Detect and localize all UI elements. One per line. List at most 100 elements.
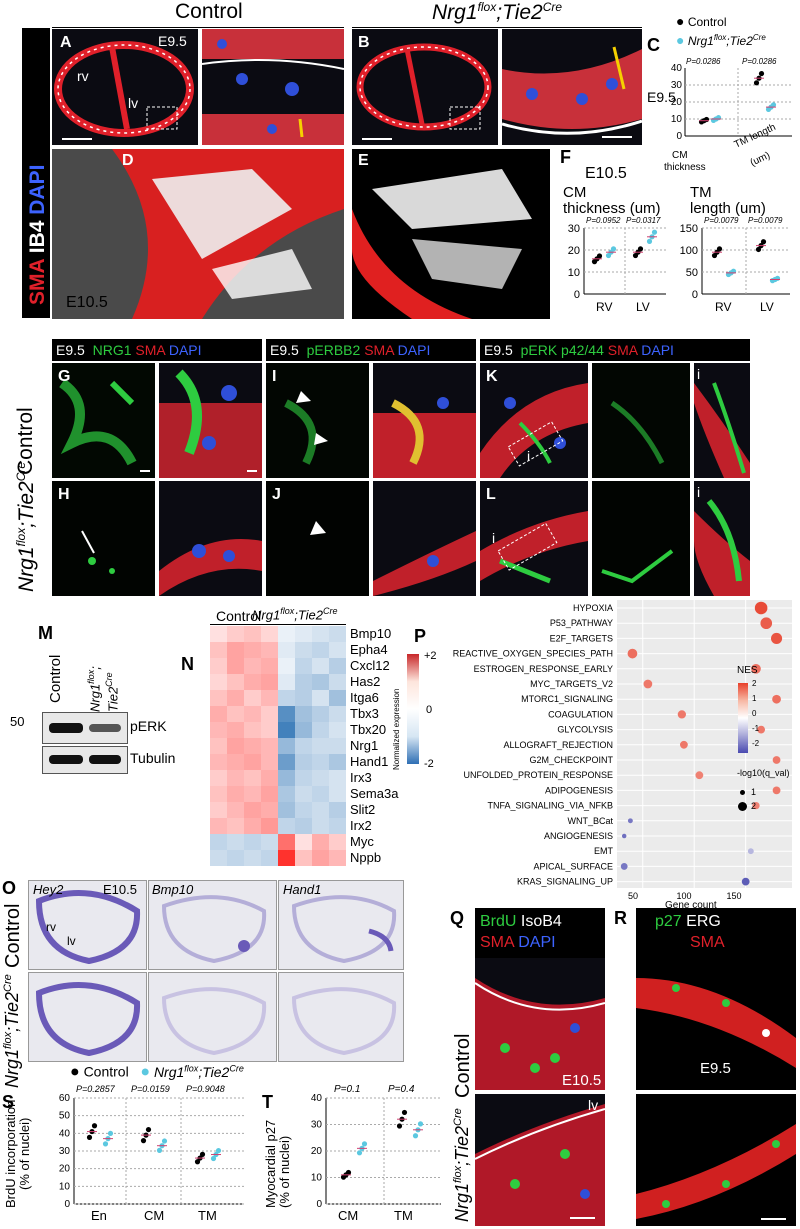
heatmap-cell bbox=[312, 850, 329, 866]
heatmap-cell bbox=[295, 626, 312, 642]
panel-o-lv: lv bbox=[67, 934, 76, 948]
panel-f-cm-p-rv: P=0.0952 bbox=[586, 216, 621, 225]
panel-q-mutant-image bbox=[475, 1094, 605, 1226]
heatmap-cell bbox=[329, 802, 346, 818]
panel-n-heatmap bbox=[210, 626, 346, 866]
panel-t-ytick: 40 bbox=[311, 1093, 323, 1104]
panel-n-colorbar bbox=[407, 654, 419, 764]
pathway-label: ESTROGEN_RESPONSE_EARLY bbox=[474, 664, 613, 674]
panel-t-ytick: 0 bbox=[316, 1199, 322, 1210]
gene-label: Irx3 bbox=[350, 770, 372, 785]
panel-o-bmp10-mutant bbox=[148, 972, 277, 1062]
panel-t-p-tm: P=0.4 bbox=[388, 1084, 415, 1095]
panel-j-merge bbox=[373, 481, 476, 596]
heatmap-cell bbox=[278, 674, 295, 690]
heatmap-cell bbox=[227, 626, 244, 642]
heatmap-cell bbox=[244, 706, 261, 722]
heatmap-cell bbox=[295, 786, 312, 802]
panel-k-inset-letter: i bbox=[697, 366, 701, 382]
heatmap-cell bbox=[329, 818, 346, 834]
gsea-point bbox=[751, 663, 761, 674]
heatmap-cell bbox=[227, 850, 244, 866]
heatmap-cell bbox=[244, 786, 261, 802]
panel-i-merge bbox=[373, 363, 476, 478]
gsea-point bbox=[677, 710, 686, 719]
heatmap-cell bbox=[261, 738, 278, 754]
heatmap-cell bbox=[261, 658, 278, 674]
panel-s-ytick: 50 bbox=[59, 1111, 71, 1122]
panel-h-letter: H bbox=[58, 486, 70, 503]
panel-f-tm-p-lv: P=0.0079 bbox=[748, 216, 783, 225]
heatmap-cell bbox=[244, 834, 261, 850]
panel-k-merge bbox=[480, 363, 588, 478]
panel-g-letter: G bbox=[58, 368, 71, 385]
heatmap-cell bbox=[210, 642, 227, 658]
panel-f-title-cm: CM thickness (um) bbox=[563, 184, 661, 217]
panel-g-green bbox=[52, 363, 155, 478]
panel-a-stage: E9.5 bbox=[158, 33, 187, 49]
panel-s-ylabel: BrdU incorporation (% of nuclei) bbox=[3, 1099, 32, 1208]
heatmap-cell bbox=[227, 658, 244, 674]
panel-p-nes-title: NES bbox=[737, 665, 758, 676]
heatmap-cell bbox=[261, 722, 278, 738]
heatmap-cell bbox=[244, 722, 261, 738]
panel-r-mutant-image bbox=[636, 1094, 796, 1226]
panel-f-tm-p-rv: P=0.0079 bbox=[704, 216, 739, 225]
heatmap-cell bbox=[278, 642, 295, 658]
heatmap-cell bbox=[329, 690, 346, 706]
panel-q-header-line2: SMA DAPI bbox=[480, 934, 556, 951]
data-point bbox=[361, 1141, 368, 1147]
panel-s-ytick: 30 bbox=[59, 1146, 71, 1157]
panel-l-letter: L bbox=[486, 486, 496, 503]
data-point bbox=[161, 1138, 168, 1144]
panel-m-mutant-label: Nrg1flox; Tie2Cre bbox=[86, 666, 121, 712]
heatmap-cell bbox=[278, 626, 295, 642]
panel-n-divider bbox=[210, 624, 346, 625]
heatmap-cell bbox=[278, 786, 295, 802]
panel-t-ytick: 20 bbox=[311, 1146, 323, 1157]
heatmap-cell bbox=[244, 802, 261, 818]
heatmap-cell bbox=[295, 802, 312, 818]
panel-f-stage: E10.5 bbox=[585, 165, 627, 182]
side-label-box bbox=[22, 28, 50, 318]
panel-c-ytick: 30 bbox=[671, 80, 683, 91]
panel-q-letter: Q bbox=[450, 908, 465, 928]
gene-label: Epha4 bbox=[350, 642, 388, 657]
pathway-label: KRAS_SIGNALING_UP bbox=[517, 877, 613, 887]
row-g-header: E9.5 NRG1 SMA DAPI bbox=[56, 342, 202, 358]
panel-t-ytick: 10 bbox=[311, 1173, 323, 1184]
heatmap-cell bbox=[329, 626, 346, 642]
heatmap-cell bbox=[210, 690, 227, 706]
panel-n-control: Control bbox=[216, 608, 262, 624]
gsea-point bbox=[772, 756, 781, 764]
panel-p-nes-tick: 1 bbox=[752, 694, 757, 703]
heatmap-cell bbox=[244, 818, 261, 834]
pathway-label: P53_PATHWAY bbox=[550, 618, 613, 628]
data-point bbox=[194, 1159, 201, 1165]
panel-p-nes-tick: 0 bbox=[752, 709, 757, 718]
heatmap-cell bbox=[312, 786, 329, 802]
panel-p-xtick: 100 bbox=[676, 891, 691, 901]
panel-b-letter: B bbox=[358, 34, 370, 51]
panel-c-pvalue-2: P=0.0286 bbox=[742, 57, 777, 66]
data-point bbox=[651, 229, 658, 235]
heatmap-cell bbox=[227, 722, 244, 738]
heatmap-cell bbox=[227, 834, 244, 850]
heatmap-cell bbox=[261, 674, 278, 690]
panel-o-hand1-label: Hand1 bbox=[283, 882, 322, 897]
panel-m-letter: M bbox=[38, 623, 53, 643]
data-point bbox=[770, 102, 777, 108]
panel-p-nes-tick: -1 bbox=[752, 724, 760, 733]
panel-r-header bbox=[636, 908, 796, 958]
row-o-mutant-label: Nrg1flox;Tie2Cre bbox=[2, 974, 22, 1088]
heatmap-cell bbox=[312, 706, 329, 722]
data-point bbox=[91, 1123, 98, 1129]
panel-g-merge bbox=[159, 363, 262, 478]
panel-t-cat: TM bbox=[394, 1208, 413, 1223]
row-i-header: E9.5 pERBB2 SMA DAPI bbox=[270, 342, 431, 358]
gene-label: Cxcl12 bbox=[350, 658, 390, 673]
heatmap-cell bbox=[312, 770, 329, 786]
data-point bbox=[758, 70, 765, 77]
heatmap-cell bbox=[278, 722, 295, 738]
panel-l-inset bbox=[694, 481, 750, 596]
